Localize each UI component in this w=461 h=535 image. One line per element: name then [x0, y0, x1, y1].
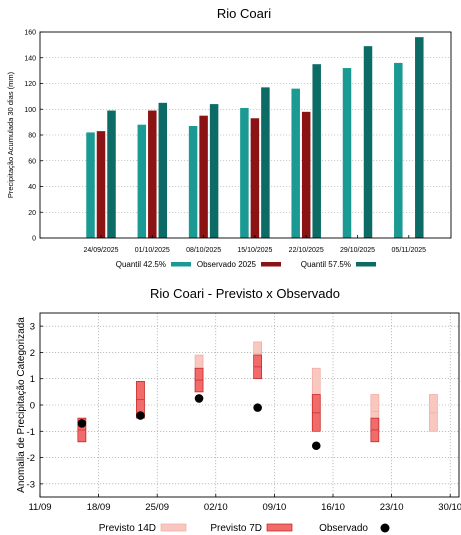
chart2-legend: Previsto 14D Previsto 7D Observado	[99, 523, 390, 534]
chart2-plot-frame	[39, 312, 460, 498]
chart1-bar	[96, 131, 106, 238]
chart2-legend-swatch	[380, 523, 390, 533]
chart1-bar	[158, 102, 168, 238]
chart2-y-axis-label: Anomalia de Precipitação Categorizada	[16, 317, 27, 493]
chart2-y-tick-label: -2	[27, 453, 35, 464]
chart1-gridlines	[40, 57, 451, 213]
chart2-x-tick-label: 23/10	[380, 502, 404, 513]
chart2-x-ticks: 11/09 18/09 25/09 02/10 09/10 16/10 23/10 30/10	[28, 494, 461, 513]
chart1-y-tick-label: 20	[28, 210, 36, 217]
chart2-legend-swatch	[160, 523, 187, 532]
observado-point	[253, 403, 262, 412]
chart1-legend-swatch	[171, 262, 191, 267]
chart1-x-tick-label: 01/10/2025	[135, 247, 170, 254]
chart1-x-tick-label: 05/11/2025	[392, 247, 427, 254]
chart1-bar	[137, 124, 147, 238]
chart2-y-ticks: -3 -2 -1 0 1 2 3	[27, 322, 43, 490]
chart1-x-tick-label: 15/10/2025	[237, 247, 272, 254]
chart2-legend-swatch	[266, 523, 293, 532]
chart1-x-tick-label: 22/10/2025	[289, 247, 324, 254]
chart1-bar	[209, 104, 219, 238]
chart2-gridlines	[40, 313, 459, 497]
chart1-legend-swatch	[356, 262, 376, 267]
chart2-x-tick-label: 16/10	[321, 502, 345, 513]
chart1-bar	[107, 110, 116, 238]
chart2-y-tick-label: 0	[30, 401, 35, 412]
chart2-x-tick-label: 30/10	[438, 502, 461, 513]
chart1-bar	[291, 88, 300, 239]
chart1-bar	[301, 111, 311, 238]
chart2-legend-label: Previsto 7D	[210, 523, 262, 534]
chart1-bar	[363, 46, 373, 238]
chart1-bar	[415, 37, 424, 239]
chart2-x-tick-label: 11/09	[28, 502, 51, 513]
chart1-y-ticks: 0 20 40 60 80 100 120 140 160	[24, 30, 43, 243]
chart2-x-tick-label: 09/10	[263, 502, 287, 513]
chart1-y-tick-label: 140	[24, 55, 36, 62]
chart1-title: Rio Coari	[217, 6, 271, 21]
chart2-x-tick-label: 02/10	[204, 502, 228, 513]
chart2-marks	[77, 341, 438, 451]
chart1-y-tick-label: 160	[24, 30, 36, 37]
chart1-bar	[240, 107, 249, 239]
chart1-legend: Quantil 42.5% Observado 2025 Quantil 57.5%	[116, 260, 376, 269]
chart1-legend-label: Quantil 57.5%	[301, 260, 351, 269]
chart1-y-tick-label: 0	[32, 236, 36, 243]
chart1-y-tick-label: 40	[28, 184, 36, 191]
chart1-y-tick-label: 120	[24, 81, 36, 88]
chart1-bar	[199, 115, 208, 238]
chart1-bar	[261, 87, 270, 238]
chart1-y-tick-label: 100	[24, 107, 36, 114]
chart1-y-tick-label: 60	[28, 158, 36, 165]
chart2-title: Rio Coari - Previsto x Observado	[150, 286, 340, 301]
chart1-bar	[148, 110, 157, 238]
observado-point	[311, 441, 321, 451]
chart2-x-tick-label: 18/09	[87, 502, 111, 513]
chart1-bar	[250, 118, 260, 238]
chart1-bars	[86, 37, 424, 239]
chart1-x-tick-label: 08/10/2025	[186, 247, 221, 254]
chart1-legend-swatch	[261, 262, 281, 267]
chart1-legend-label: Observado 2025	[197, 260, 257, 269]
chart2-y-tick-label: -1	[27, 427, 35, 438]
chart1-bar	[342, 68, 352, 238]
chart2-y-tick-label: 2	[30, 348, 35, 359]
chart2-y-tick-label: -3	[27, 479, 35, 490]
chart2-x-tick-label: 25/09	[145, 502, 169, 513]
chart2-legend-label: Previsto 14D	[99, 523, 156, 534]
chart1-bar	[394, 62, 403, 239]
observado-point	[136, 411, 145, 420]
chart1-y-axis-label: Precipitação Acumulada 30 dias (mm)	[6, 71, 15, 198]
chart1-x-ticks: 24/09/2025 01/10/2025 08/10/2025 15/10/2025…	[83, 235, 426, 254]
chart1-legend-label: Quantil 42.5%	[116, 260, 166, 269]
chart1-bar	[188, 125, 198, 238]
observado-point	[77, 419, 87, 428]
chart1-bar	[312, 64, 321, 238]
chart1-x-tick-label: 29/10/2025	[340, 247, 375, 254]
chart1-y-tick-label: 80	[28, 133, 36, 140]
chart1-x-tick-label: 24/09/2025	[83, 247, 118, 254]
chart2-y-tick-label: 1	[30, 374, 35, 385]
chart2-legend-label: Observado	[319, 523, 368, 534]
chart1-bar	[86, 132, 95, 238]
observado-point	[194, 394, 204, 403]
chart2-y-tick-label: 3	[30, 322, 35, 333]
